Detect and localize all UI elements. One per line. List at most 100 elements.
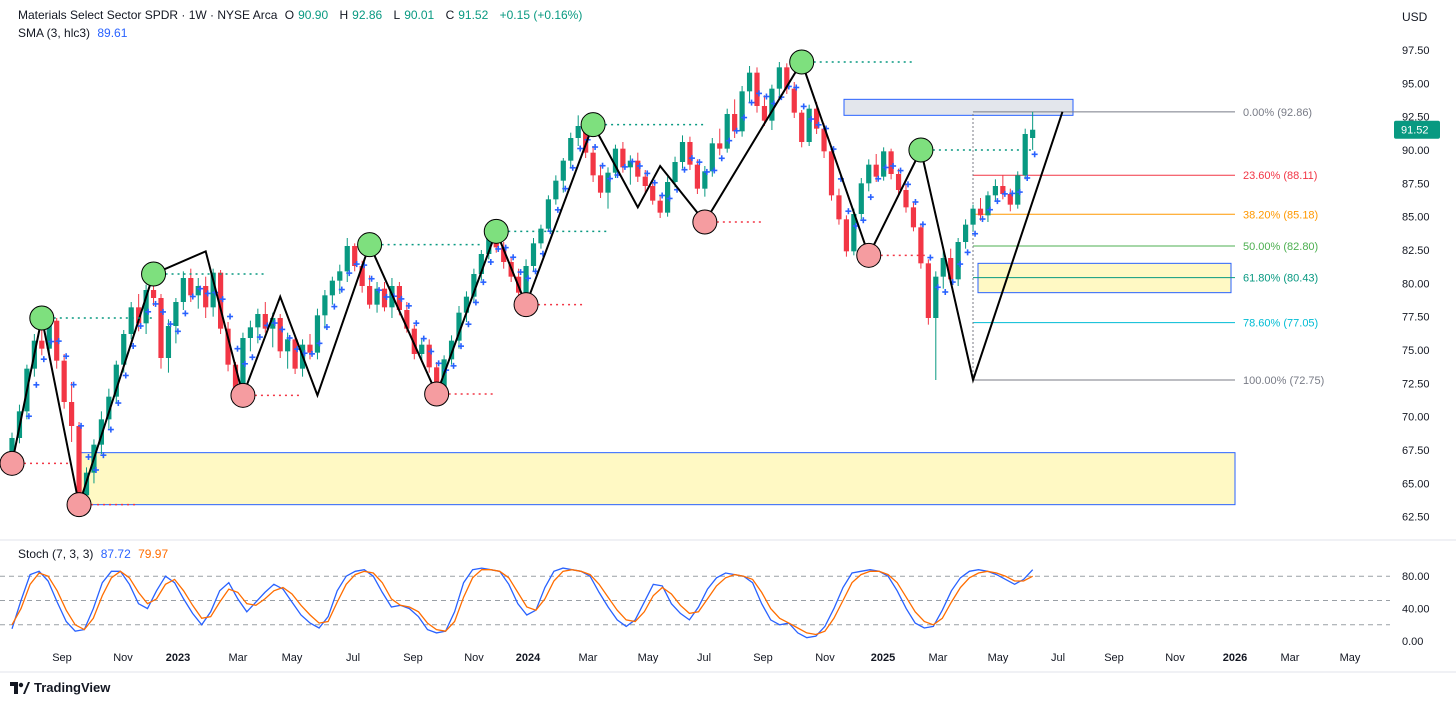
sma-marker xyxy=(376,287,383,294)
sma-marker xyxy=(748,99,755,106)
sma-marker xyxy=(733,127,740,134)
sma-marker xyxy=(458,343,464,350)
sma-marker xyxy=(122,372,129,379)
candle-body xyxy=(821,128,827,152)
candle-body xyxy=(448,340,455,360)
sma-marker xyxy=(957,261,964,268)
candle-body xyxy=(903,190,909,208)
candle-body xyxy=(717,143,723,149)
sma-marker xyxy=(986,206,993,213)
sma-marker xyxy=(316,340,323,347)
swing-low-marker xyxy=(692,209,718,235)
candle-body xyxy=(203,286,209,308)
time-tick-label: May xyxy=(1340,652,1361,664)
candle-body xyxy=(232,364,239,390)
sma-marker xyxy=(711,167,718,174)
time-tick-label: 2025 xyxy=(871,652,895,664)
stoch-tick-label: 80.00 xyxy=(1402,571,1430,583)
sma-marker xyxy=(756,90,762,97)
sma-marker xyxy=(167,321,174,328)
tradingview-logo[interactable]: TradingView xyxy=(10,680,110,695)
sma-marker xyxy=(48,338,55,345)
sma-marker xyxy=(1001,190,1008,197)
sma-label: SMA (3, hlc3) xyxy=(18,26,91,40)
candle-body xyxy=(970,208,976,225)
sma-marker xyxy=(919,221,926,228)
candle-body xyxy=(873,164,879,177)
price-change: +0.15 (+0.16%) xyxy=(499,8,583,22)
sma-marker xyxy=(681,166,688,173)
candle-body xyxy=(150,290,157,298)
candle-body xyxy=(396,286,402,310)
candle-body xyxy=(307,344,313,353)
sma-marker xyxy=(763,93,770,100)
candle-body xyxy=(553,180,559,200)
candle-body xyxy=(39,340,45,349)
ohlc-open: O 90.90 xyxy=(284,8,329,22)
zone-box xyxy=(79,452,1236,506)
candle-body xyxy=(702,171,708,189)
swing-low-marker xyxy=(230,382,256,408)
sma-marker xyxy=(942,289,949,295)
candle-body xyxy=(285,339,291,352)
sma-marker xyxy=(309,350,315,357)
sma-marker xyxy=(323,324,330,331)
fib-level-label: 38.20% (85.18) xyxy=(1243,209,1318,221)
time-tick-label: May xyxy=(988,652,1009,664)
candle-body xyxy=(866,164,872,184)
candle-body xyxy=(612,148,619,173)
price-tick-label: 90.00 xyxy=(1402,145,1430,157)
candle-body xyxy=(188,278,194,296)
price-legend: Materials Select Sector SPDR · 1W · NYSE… xyxy=(18,8,586,22)
sma-marker xyxy=(145,308,152,315)
candle-body xyxy=(724,114,730,149)
price-tick-label: 82.50 xyxy=(1402,245,1430,257)
candle-body xyxy=(367,286,373,305)
sma-marker xyxy=(979,216,986,223)
time-tick-label: May xyxy=(282,652,303,664)
candle-body xyxy=(605,172,611,193)
candle-body xyxy=(940,258,946,277)
sma-marker xyxy=(882,164,889,171)
price-tick-label: 97.50 xyxy=(1402,45,1430,57)
candle-body xyxy=(918,227,924,264)
swing-high-marker xyxy=(580,112,606,138)
sma-marker xyxy=(55,338,62,345)
swing-high-marker xyxy=(357,232,383,258)
candle-body xyxy=(344,246,350,272)
sma-marker xyxy=(152,300,159,307)
brand-label: TradingView xyxy=(34,680,111,695)
stoch-line xyxy=(11,569,1034,636)
currency-label[interactable]: USD xyxy=(1402,10,1428,24)
candle-body xyxy=(858,183,864,214)
candle-body xyxy=(143,290,149,324)
time-tick-label: 2024 xyxy=(516,652,541,664)
sma-marker xyxy=(912,199,919,205)
price-tick-label: 70.00 xyxy=(1402,412,1430,424)
sma-marker xyxy=(726,137,733,144)
price-tick-label: 95.00 xyxy=(1402,78,1430,90)
fib-level-label: 23.60% (88.11) xyxy=(1243,170,1317,182)
fib-level-label: 78.60% (77.05) xyxy=(1243,318,1318,330)
stoch-label: Stoch (7, 3, 3) xyxy=(18,547,94,561)
time-tick-label: Nov xyxy=(113,652,133,664)
candle-body xyxy=(195,286,201,296)
sma-marker xyxy=(592,144,599,151)
sma-marker xyxy=(1016,189,1023,196)
time-tick-label: Nov xyxy=(464,652,484,664)
candle-body xyxy=(426,344,432,368)
sma-marker xyxy=(286,335,293,341)
candle-body xyxy=(851,214,857,252)
candle-body xyxy=(784,67,790,89)
sma-marker xyxy=(249,354,256,361)
sma-marker xyxy=(651,179,658,186)
sma-marker xyxy=(234,345,241,352)
sma-marker xyxy=(346,270,353,277)
sma-marker xyxy=(219,296,226,303)
tradingview-icon xyxy=(10,681,30,694)
candle-body xyxy=(255,314,261,328)
sma-marker xyxy=(569,164,576,171)
sma-marker xyxy=(137,323,144,329)
candle-body xyxy=(925,263,931,318)
